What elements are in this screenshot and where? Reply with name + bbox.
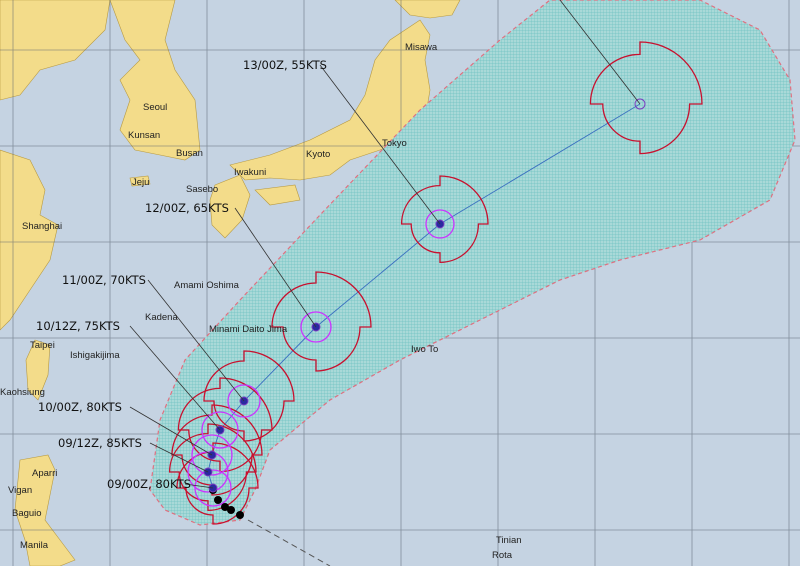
place-label: Sasebo	[186, 184, 218, 195]
wind-radii-outline	[168, 423, 257, 512]
place-label: Iwo To	[411, 344, 438, 355]
leader-line	[184, 483, 214, 489]
wind-radii-outline	[589, 41, 703, 155]
leader-line	[149, 442, 209, 473]
forecast-label: 11/00Z, 70KTS	[62, 273, 146, 287]
danger-area-cone	[149, 0, 796, 526]
place-label: Ishigakijima	[70, 350, 120, 361]
jeju	[129, 175, 151, 187]
inner-radii-circle	[191, 434, 233, 476]
leader-line	[319, 64, 441, 225]
forecast-center	[634, 98, 646, 110]
place-label: Amami Oshima	[174, 280, 240, 291]
place-label: Kyoto	[306, 149, 330, 160]
china-coast	[0, 149, 59, 331]
place-label: Kadena	[145, 312, 178, 323]
forecast-label: 12/00Z, 65KTS	[145, 201, 229, 215]
place-label: Tokyo	[382, 138, 407, 149]
wind-radii	[168, 41, 703, 525]
forecast-label: 13/00Z, 55KTS	[243, 58, 327, 72]
place-label: Taipei	[30, 340, 55, 351]
luzon	[14, 454, 76, 566]
wind-radii-outline	[176, 442, 259, 525]
forecast-label: 10/00Z, 80KTS	[38, 400, 122, 414]
place-label: Kunsan	[128, 130, 160, 141]
past-position	[214, 496, 222, 504]
place-label: Tinian	[496, 535, 522, 546]
past-track-symbols	[247, 519, 331, 566]
past-position	[221, 503, 229, 511]
inner-radii-circle	[201, 411, 239, 449]
place-label: Rota	[492, 550, 513, 561]
place-label: Kaohsiung	[0, 387, 45, 398]
wind-radii-outline	[271, 271, 372, 372]
kyushu	[209, 174, 251, 239]
place-label: Aparri	[32, 468, 57, 479]
wind-radii-outline	[203, 350, 295, 442]
place-label: Minami Daito Jima	[209, 324, 288, 335]
inner-radii-circle	[227, 384, 261, 418]
leader-line	[129, 325, 221, 431]
inner-radii-circle	[187, 451, 229, 493]
place-label: Baguio	[12, 508, 42, 519]
shikoku	[254, 184, 301, 206]
hokkaido	[394, 0, 461, 19]
inner-radii-circle	[425, 209, 455, 239]
place-label: Vigan	[8, 485, 32, 496]
taiwan	[25, 339, 51, 401]
forecast-label: 10/12Z, 75KTS	[36, 319, 120, 333]
place-label: Seoul	[143, 102, 167, 113]
leader-line	[129, 406, 213, 456]
leader-line	[559, 0, 641, 105]
leader-line	[147, 279, 245, 402]
past-position	[236, 511, 244, 519]
place-label: Manila	[20, 540, 49, 551]
inner-radii-circle	[300, 311, 332, 343]
place-label: Shanghai	[22, 221, 62, 232]
forecast-labels: 09/00Z, 80KTS 09/12Z, 85KTS 10/00Z, 80KT…	[36, 58, 327, 491]
label-leader-lines	[129, 0, 641, 489]
place-label: Busan	[176, 148, 203, 159]
forecast-label: 09/00Z, 80KTS	[107, 477, 191, 491]
place-label: Iwakuni	[234, 167, 266, 178]
past-position	[227, 506, 235, 514]
leader-line	[234, 207, 317, 328]
inner-wind-radii	[187, 209, 455, 507]
place-label: Misawa	[405, 42, 438, 53]
place-label: Jeju	[132, 177, 149, 188]
wind-radii-outline	[171, 404, 263, 496]
place-labels: Misawa Seoul Kunsan Busan Jeju Sasebo Iw…	[0, 42, 522, 561]
wind-radii-outline	[400, 175, 489, 264]
forecast-label: 09/12Z, 85KTS	[58, 436, 142, 450]
